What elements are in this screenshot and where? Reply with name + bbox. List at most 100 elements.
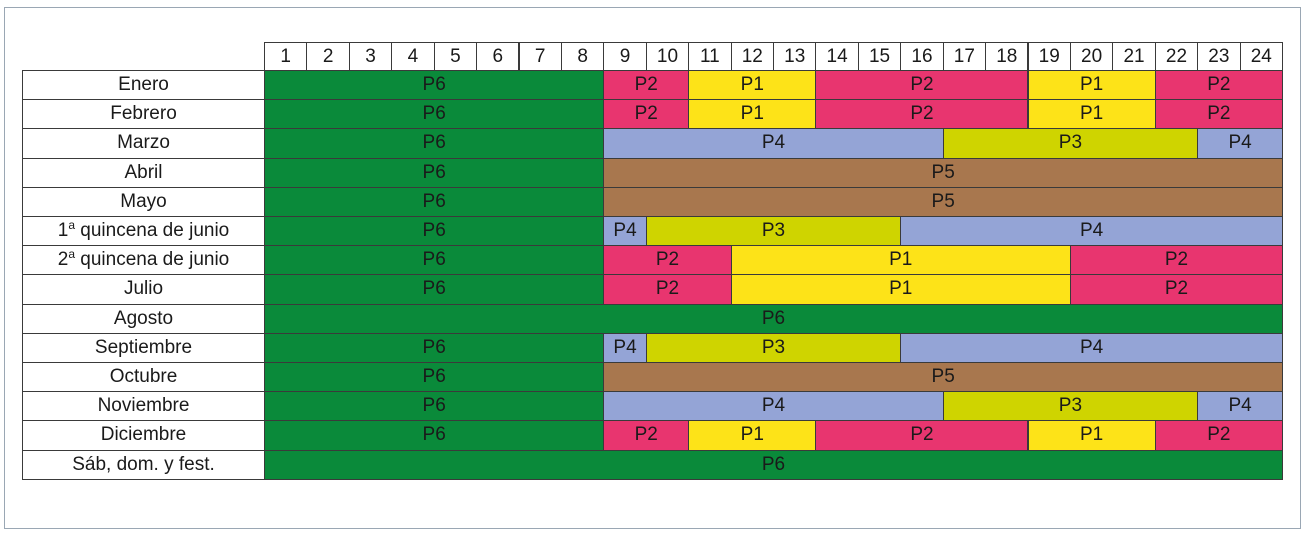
row-label-text: Septiembre (94, 336, 193, 358)
hour-header-cell: 10 (645, 42, 690, 71)
row-label-text: Julio (123, 278, 164, 300)
row-label: Abril (22, 157, 265, 188)
period-label: P6 (422, 74, 446, 96)
period-segment: P2 (1154, 70, 1283, 101)
period-label: P4 (1080, 336, 1104, 358)
period-label: P4 (1080, 220, 1104, 242)
hour-label: 15 (868, 45, 891, 67)
period-label: P2 (1164, 249, 1189, 271)
period-segment: P1 (688, 420, 817, 451)
period-segment: P6 (264, 216, 605, 247)
period-label: P6 (422, 190, 446, 212)
hour-label: 14 (826, 45, 848, 67)
hour-header-cell: 18 (985, 42, 1029, 71)
period-label: P2 (1207, 424, 1231, 446)
period-label: P3 (761, 220, 786, 242)
period-segment: P6 (264, 186, 605, 217)
period-label: P6 (422, 278, 446, 300)
hour-label: 3 (365, 45, 376, 67)
hour-header-cell: 4 (391, 42, 435, 71)
hour-header-cell: 3 (348, 42, 393, 71)
period-segment: P2 (1154, 420, 1283, 451)
row-label-text: quincena de junio (75, 249, 230, 271)
row-label-text: Noviembre (97, 395, 190, 417)
period-label: P5 (931, 366, 955, 388)
period-label: P6 (422, 132, 446, 154)
row-label-number: 1 (57, 220, 69, 242)
period-label: P2 (634, 103, 658, 125)
period-segment: P4 (900, 216, 1283, 247)
period-segment: P2 (603, 420, 690, 451)
period-label: P1 (889, 249, 913, 271)
period-segment: P1 (1027, 70, 1156, 101)
hour-label: 7 (534, 45, 546, 67)
period-segment: P2 (603, 70, 690, 101)
row-label-text: Mayo (120, 190, 167, 212)
figure-frame (4, 7, 1301, 529)
period-label: P6 (422, 249, 446, 271)
period-segment: P3 (942, 391, 1199, 422)
period-segment: P6 (264, 391, 605, 422)
period-segment: P1 (688, 70, 817, 101)
row-label: Octubre (22, 362, 265, 393)
hour-header-cell: 21 (1112, 42, 1156, 71)
hour-header-cell: 12 (730, 42, 774, 71)
row-label-ordinal: a (68, 247, 75, 262)
hour-header-cell: 11 (688, 42, 732, 71)
hour-label: 4 (407, 45, 419, 67)
hour-label: 13 (784, 45, 806, 67)
hour-header-cell: 22 (1154, 42, 1199, 71)
period-segment: P6 (264, 449, 1283, 480)
period-label: P2 (655, 249, 680, 271)
period-segment: P2 (1069, 274, 1283, 305)
hour-header-cell: 13 (773, 42, 817, 71)
period-segment: P6 (264, 303, 1283, 334)
period-segment: P4 (603, 391, 944, 422)
period-label: P2 (910, 424, 934, 446)
row-label: Marzo (22, 128, 265, 159)
period-label: P2 (1207, 74, 1231, 96)
period-segment: P2 (603, 274, 732, 305)
period-label: P4 (1228, 132, 1252, 154)
period-segment: P6 (264, 274, 605, 305)
period-segment: P3 (942, 128, 1199, 159)
period-label: P3 (1058, 395, 1083, 417)
row-label: Mayo (22, 186, 265, 217)
row-label-number: 2 (57, 249, 69, 271)
period-segment: P6 (264, 420, 605, 451)
period-segment: P1 (688, 99, 817, 130)
row-label-text: Octubre (109, 366, 178, 388)
hour-header-cell: 23 (1197, 42, 1241, 71)
period-label: P1 (740, 103, 764, 125)
hour-label: 17 (953, 45, 975, 67)
row-label: Julio (22, 274, 265, 305)
row-label-text: Febrero (110, 103, 177, 125)
period-label: P5 (931, 161, 955, 183)
hour-label: 16 (911, 45, 933, 67)
period-label: P1 (740, 424, 764, 446)
row-label-text: Marzo (117, 132, 170, 154)
row-label: Agosto (22, 303, 265, 334)
hour-header-cell: 15 (857, 42, 902, 71)
period-label: P4 (1228, 395, 1252, 417)
period-label: P2 (910, 74, 934, 96)
period-label: P1 (1080, 103, 1104, 125)
period-label: P1 (1080, 74, 1104, 96)
hour-label: 19 (1038, 45, 1060, 67)
period-segment: P4 (603, 332, 647, 363)
period-label: P2 (655, 278, 680, 300)
hour-label: 12 (741, 45, 763, 67)
row-label-text: Sáb, dom. y fest. (72, 453, 215, 475)
row-label-text: Diciembre (100, 424, 187, 446)
period-segment: P2 (603, 245, 732, 276)
period-segment: P5 (603, 186, 1283, 217)
hour-label: 5 (450, 45, 461, 67)
hour-header-cell: 1 (264, 42, 308, 71)
period-label: P6 (761, 307, 786, 329)
period-label: P2 (1207, 103, 1231, 125)
period-label: P6 (422, 336, 446, 358)
row-label-text: Agosto (113, 307, 174, 329)
hour-header-cell: 5 (433, 42, 478, 71)
period-segment: P4 (1197, 391, 1283, 422)
